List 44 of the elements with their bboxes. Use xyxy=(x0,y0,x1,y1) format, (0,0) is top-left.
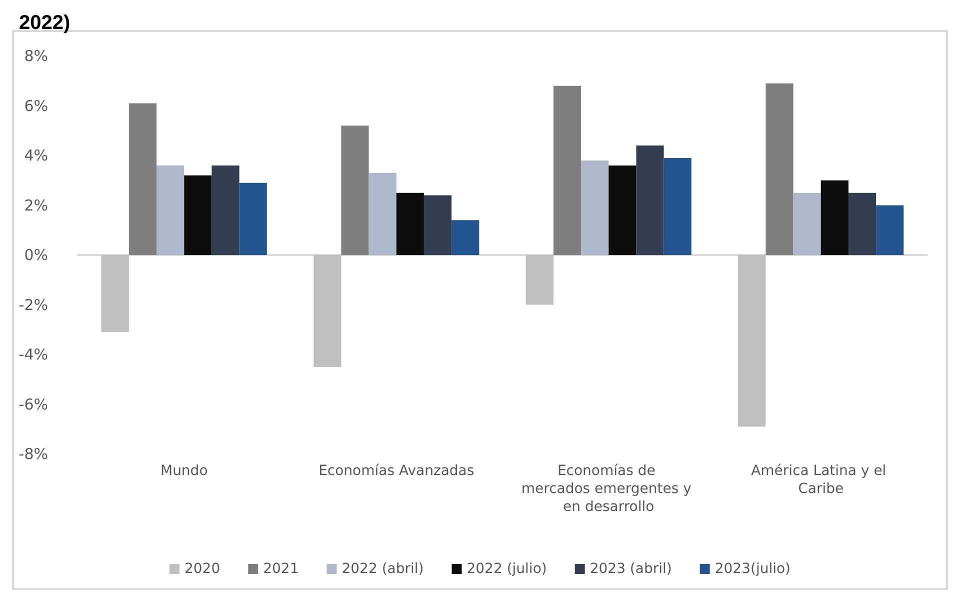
bar xyxy=(581,160,609,255)
legend-label: 2023(julio) xyxy=(714,561,791,577)
bar xyxy=(766,83,794,255)
y-tick-label: -2% xyxy=(18,296,48,314)
y-tick-label: -4% xyxy=(18,346,48,364)
bar xyxy=(553,86,582,255)
x-tick-label: Mundo xyxy=(160,463,208,479)
y-tick-label: 6% xyxy=(24,96,48,115)
bar xyxy=(184,175,212,255)
bar xyxy=(424,195,452,255)
y-tick-label: 4% xyxy=(24,146,48,164)
y-tick-label: -6% xyxy=(18,395,48,414)
bar xyxy=(128,103,157,255)
legend-label: 2022 (abril) xyxy=(342,561,424,577)
y-tick-label: 8% xyxy=(24,47,48,65)
bar xyxy=(848,192,876,255)
bar xyxy=(738,255,766,427)
bar xyxy=(452,220,480,255)
bar xyxy=(368,172,396,255)
bar xyxy=(314,255,342,367)
y-tick-label: 0% xyxy=(24,246,48,264)
y-tick-label: 2% xyxy=(24,196,48,214)
bar xyxy=(876,205,904,255)
legend-label: 2021 xyxy=(263,561,299,577)
bar xyxy=(156,165,184,255)
bar xyxy=(239,182,267,255)
y-tick-label: -8% xyxy=(18,445,48,463)
bar xyxy=(396,192,424,255)
bar xyxy=(793,192,821,255)
bar xyxy=(101,255,129,332)
x-tick-label: Economías de mercados emergentes y en desarrollo xyxy=(521,463,696,515)
x-tick-label: Economías Avanzadas xyxy=(318,463,474,479)
bar xyxy=(341,126,369,255)
bar xyxy=(608,165,636,255)
bar xyxy=(636,146,664,255)
legend-label: 2020 xyxy=(184,561,220,577)
bar xyxy=(820,180,848,255)
chart-title: 2022) xyxy=(19,12,70,34)
legend-label: 2022 (julio) xyxy=(466,561,547,577)
x-tick-label: América Latina y el Caribe xyxy=(751,463,891,497)
legend-label: 2023 (abril) xyxy=(590,561,672,577)
bar xyxy=(212,165,240,255)
bar xyxy=(526,255,554,305)
bar xyxy=(664,158,692,255)
